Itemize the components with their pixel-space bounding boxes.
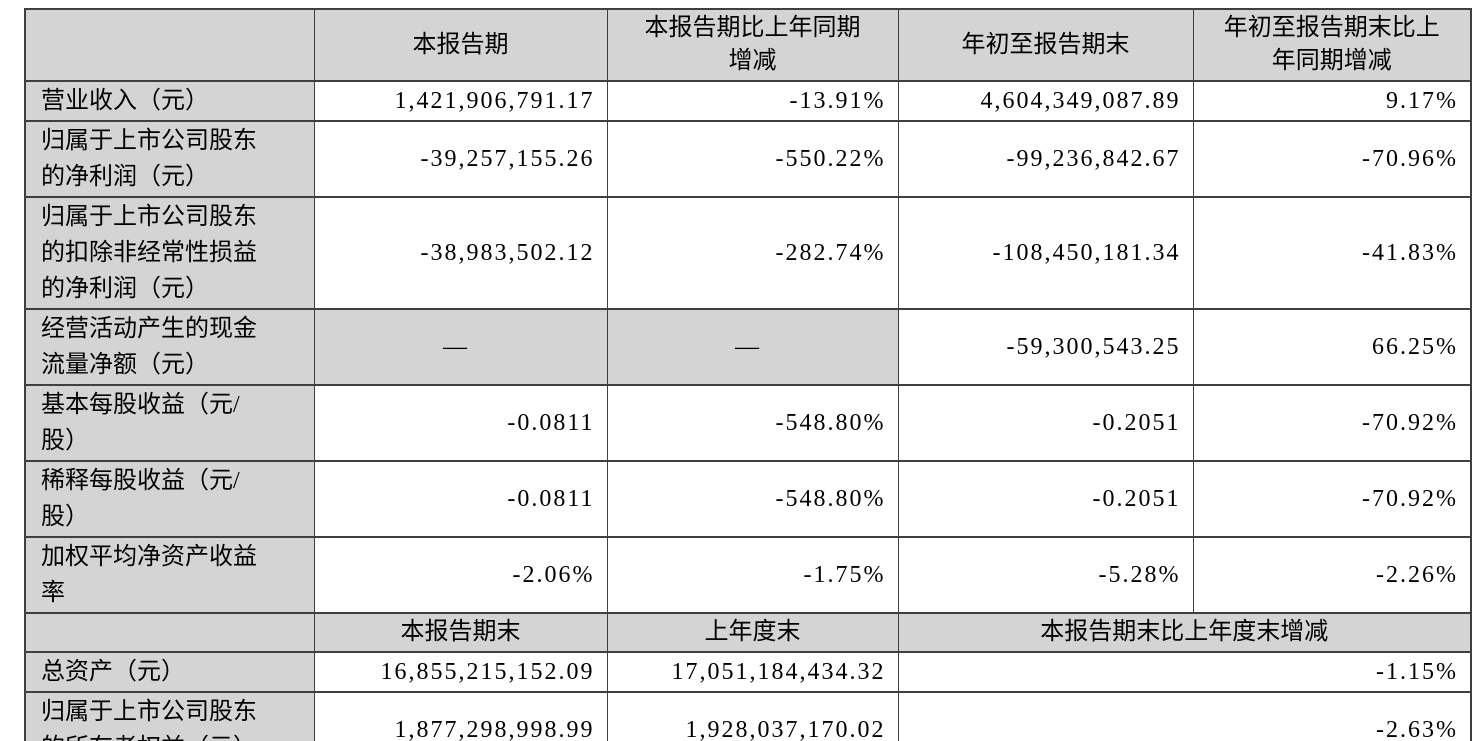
- header-row-1: 本报告期 本报告期比上年同期 增减 年初至报告期末 年初至报告期末比上 年同期增…: [24, 8, 1472, 82]
- corner-cell: [24, 612, 315, 653]
- table-row-revenue: 营业收入（元） 1,421,906,791.17 -13.91% 4,604,3…: [24, 80, 1472, 122]
- value-cell: 1,928,037,170.02: [606, 691, 899, 741]
- table-row-net-profit-excl-nonrecurring: 归属于上市公司股东 的扣除非经常性损益 的净利润（元） -38,983,502.…: [24, 196, 1472, 310]
- row-label: 经营活动产生的现金 流量净额（元）: [24, 308, 315, 386]
- table-row-net-profit: 归属于上市公司股东 的净利润（元） -39,257,155.26 -550.22…: [24, 120, 1472, 198]
- value-cell: -2.06%: [313, 536, 608, 614]
- row-label: 稀释每股收益（元/ 股）: [24, 460, 315, 538]
- col-header-period-vs-last-year-change: 本报告期末比上年度末增减: [897, 612, 1472, 653]
- row-label: 归属于上市公司股东 的扣除非经常性损益 的净利润（元）: [24, 196, 315, 310]
- value-cell: -2.26%: [1192, 536, 1472, 614]
- value-cell: -13.91%: [606, 80, 899, 122]
- value-cell: -70.92%: [1192, 384, 1472, 462]
- row-label: 归属于上市公司股东 的所有者权益（元）: [24, 691, 315, 741]
- value-cell: -41.83%: [1192, 196, 1472, 310]
- col-header-ytd: 年初至报告期末: [897, 8, 1194, 82]
- value-cell: 16,855,215,152.09: [313, 651, 608, 693]
- merged-change-cell: -2.63%: [897, 691, 1472, 741]
- value-cell: -1.75%: [606, 536, 899, 614]
- value-cell: 4,604,349,087.89: [897, 80, 1194, 122]
- col-header-current-period: 本报告期: [313, 8, 608, 82]
- value-cell: -5.28%: [897, 536, 1194, 614]
- value-cell: 1,877,298,998.99: [313, 691, 608, 741]
- merged-change-cell: -1.15%: [897, 651, 1472, 693]
- col-header-yoy-change: 本报告期比上年同期 增减: [606, 8, 899, 82]
- value-cell: -282.74%: [606, 196, 899, 310]
- value-cell: -550.22%: [606, 120, 899, 198]
- table-row-basic-eps: 基本每股收益（元/ 股） -0.0811 -548.80% -0.2051 -7…: [24, 384, 1472, 462]
- financial-summary-table: 本报告期 本报告期比上年同期 增减 年初至报告期末 年初至报告期末比上 年同期增…: [24, 8, 1472, 741]
- value-cell: -548.80%: [606, 384, 899, 462]
- value-cell: -0.0811: [313, 384, 608, 462]
- value-cell: 17,051,184,434.32: [606, 651, 899, 693]
- value-cell-dash: —: [313, 308, 608, 386]
- value-cell: -99,236,842.67: [897, 120, 1194, 198]
- value-cell: 1,421,906,791.17: [313, 80, 608, 122]
- col-header-end-of-last-year: 上年度末: [606, 612, 899, 653]
- value-cell: -70.96%: [1192, 120, 1472, 198]
- table-row-diluted-eps: 稀释每股收益（元/ 股） -0.0811 -548.80% -0.2051 -7…: [24, 460, 1472, 538]
- value-cell: -0.2051: [897, 384, 1194, 462]
- value-cell: -38,983,502.12: [313, 196, 608, 310]
- value-cell: -59,300,543.25: [897, 308, 1194, 386]
- table-row-weighted-avg-roe: 加权平均净资产收益 率 -2.06% -1.75% -5.28% -2.26%: [24, 536, 1472, 614]
- value-cell: -70.92%: [1192, 460, 1472, 538]
- value-cell: 66.25%: [1192, 308, 1472, 386]
- col-header-ytd-yoy-change: 年初至报告期末比上 年同期增减: [1192, 8, 1472, 82]
- table-row-total-assets: 总资产（元） 16,855,215,152.09 17,051,184,434.…: [24, 651, 1472, 693]
- value-cell-dash: —: [606, 308, 899, 386]
- header-row-2: 本报告期末 上年度末 本报告期末比上年度末增减: [24, 612, 1472, 653]
- value-cell: -548.80%: [606, 460, 899, 538]
- col-header-end-of-period: 本报告期末: [313, 612, 608, 653]
- row-label: 基本每股收益（元/ 股）: [24, 384, 315, 462]
- value-cell: -0.0811: [313, 460, 608, 538]
- row-label: 总资产（元）: [24, 651, 315, 693]
- row-label: 加权平均净资产收益 率: [24, 536, 315, 614]
- row-label: 营业收入（元）: [24, 80, 315, 122]
- value-cell: -108,450,181.34: [897, 196, 1194, 310]
- table-row-operating-cash-flow: 经营活动产生的现金 流量净额（元） — — -59,300,543.25 66.…: [24, 308, 1472, 386]
- table-row-owners-equity: 归属于上市公司股东 的所有者权益（元） 1,877,298,998.99 1,9…: [24, 691, 1472, 741]
- value-cell: 9.17%: [1192, 80, 1472, 122]
- value-cell: -39,257,155.26: [313, 120, 608, 198]
- row-label: 归属于上市公司股东 的净利润（元）: [24, 120, 315, 198]
- value-cell: -0.2051: [897, 460, 1194, 538]
- corner-cell: [24, 8, 315, 82]
